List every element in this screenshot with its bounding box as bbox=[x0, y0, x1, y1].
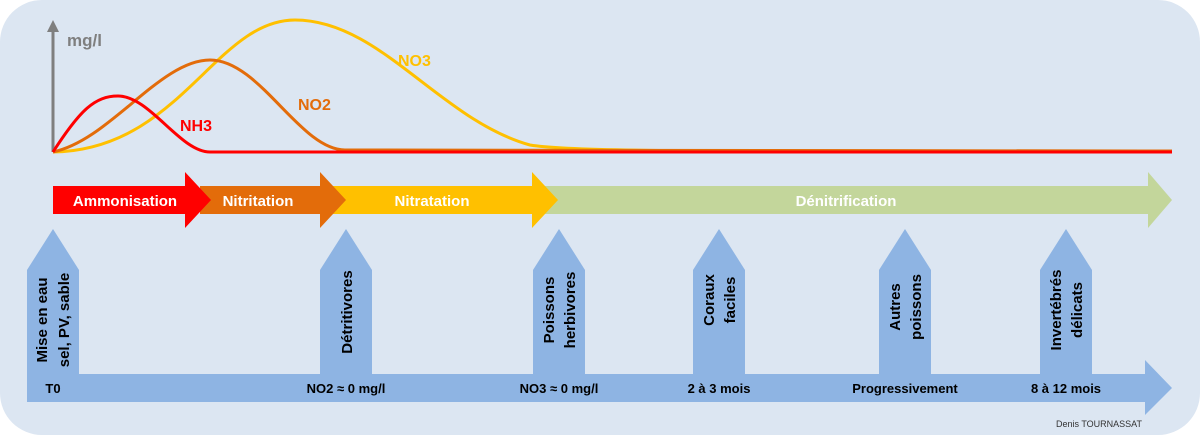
milestone-3-line2: faciles bbox=[722, 277, 739, 324]
milestone-arrow-2 bbox=[533, 229, 585, 374]
phase-denitrification bbox=[545, 172, 1172, 228]
phase-ammonisation bbox=[53, 172, 211, 228]
milestone-2-line2: herbivores bbox=[562, 272, 579, 349]
time-label-0: T0 bbox=[45, 381, 60, 396]
phase-arrows bbox=[53, 172, 1172, 228]
time-label-2: NO3 ≈ 0 mg/l bbox=[520, 381, 599, 396]
milestone-5-line2: délicats bbox=[1069, 282, 1086, 338]
time-label-1: NO2 ≈ 0 mg/l bbox=[307, 381, 386, 396]
phase-nitratation bbox=[330, 172, 558, 228]
no3-label: NO3 bbox=[398, 53, 431, 70]
no2-label: NO2 bbox=[298, 97, 331, 114]
phase-label-nitratation: Nitratation bbox=[395, 193, 470, 210]
phase-label-nitritation: Nitritation bbox=[223, 193, 294, 210]
y-axis-arrow-icon bbox=[47, 20, 59, 32]
milestone-0-line1: Mise en eau bbox=[34, 277, 51, 362]
nh3-label: NH3 bbox=[180, 118, 212, 135]
phase-label-ammonisation: Ammonisation bbox=[73, 193, 177, 210]
nh3-curve bbox=[51, 94, 1172, 154]
phase-label-denitrification: Dénitrification bbox=[796, 193, 897, 210]
milestone-2-line1: Poissons bbox=[541, 277, 558, 344]
timeline bbox=[27, 229, 1172, 415]
milestone-arrow-3 bbox=[693, 229, 745, 374]
milestone-3-line1: Coraux bbox=[701, 274, 718, 326]
chart-axes: mg/l bbox=[47, 20, 102, 152]
time-label-3: 2 à 3 mois bbox=[688, 381, 751, 396]
milestone-5-line1: Invertébrés bbox=[1048, 270, 1065, 351]
milestone-0-line2: sel, PV, sable bbox=[56, 273, 73, 368]
concentration-curves bbox=[51, 18, 1173, 154]
milestone-arrow-0 bbox=[27, 229, 79, 374]
time-label-4: Progressivement bbox=[852, 381, 958, 396]
milestone-4-line2: poissons bbox=[908, 274, 925, 340]
no2-curve bbox=[52, 58, 1173, 154]
phase-nitritation bbox=[200, 172, 346, 228]
y-axis-unit: mg/l bbox=[67, 31, 102, 50]
author-credit: Denis TOURNASSAT bbox=[1056, 419, 1143, 429]
timeline-arrow bbox=[27, 360, 1172, 415]
milestone-arrow-1 bbox=[320, 229, 372, 374]
milestone-1-line1: Détritivores bbox=[339, 270, 356, 353]
time-label-5: 8 à 12 mois bbox=[1031, 381, 1101, 396]
milestone-arrow-4 bbox=[879, 229, 931, 374]
milestone-arrow-5 bbox=[1040, 229, 1092, 374]
milestone-4-line1: Autres bbox=[887, 283, 904, 331]
